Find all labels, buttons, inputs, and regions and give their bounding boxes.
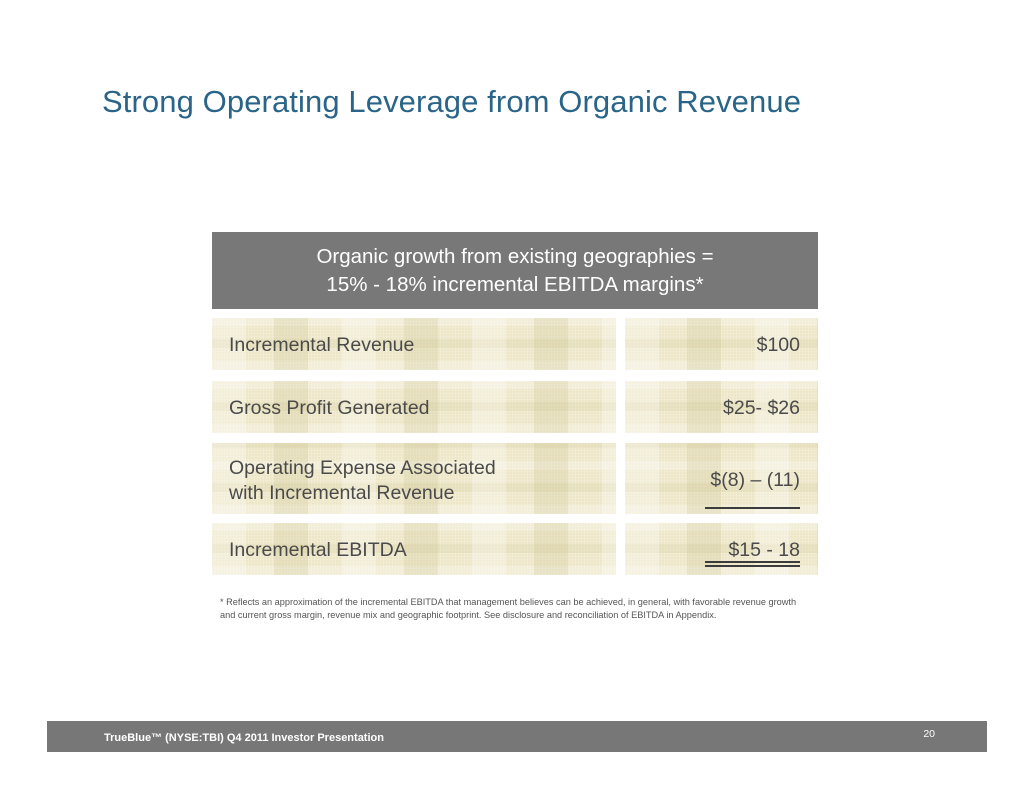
row-label-line-1: Operating Expense Associated xyxy=(229,457,496,479)
summary-header-line-1: Organic growth from existing geographies… xyxy=(316,244,714,268)
row-value: $(8) – (11) xyxy=(710,469,800,491)
slide-title: Strong Operating Leverage from Organic R… xyxy=(102,84,802,119)
page-number: 20 xyxy=(923,728,935,740)
row-label-line-2: with Incremental Revenue xyxy=(229,482,455,504)
footer-bar: TrueBlue™ (NYSE:TBI) Q4 2011 Investor Pr… xyxy=(47,721,987,752)
row-value-cell-gross-profit: $25- $26 xyxy=(625,381,818,433)
row-value-cell-incremental-ebitda: $15 - 18 xyxy=(625,523,818,575)
footnote-line-1: * Reflects an approximation of the incre… xyxy=(220,597,797,607)
summary-header-line-2: 15% - 18% incremental EBITDA margins* xyxy=(326,272,704,296)
row-value: $15 - 18 xyxy=(728,539,800,561)
row-label: Incremental EBITDA xyxy=(229,539,407,561)
row-value-cell-incremental-revenue: $100 xyxy=(625,318,818,370)
row-label-cell-incremental-revenue: Incremental Revenue xyxy=(212,318,616,370)
row-label: Incremental Revenue xyxy=(229,334,415,356)
subtotal-underline xyxy=(705,507,800,509)
footnote-line-2: and current gross margin, revenue mix an… xyxy=(220,609,717,620)
row-label: Gross Profit Generated xyxy=(229,397,430,419)
row-value: $25- $26 xyxy=(723,397,800,419)
row-value: $100 xyxy=(756,334,800,356)
total-double-underline-top xyxy=(705,561,800,563)
summary-header-box: Organic growth from existing geographies… xyxy=(212,232,818,309)
total-double-underline-bottom xyxy=(705,565,800,567)
footnote: * Reflects an approximation of the incre… xyxy=(220,596,830,621)
row-label-cell-gross-profit: Gross Profit Generated xyxy=(212,381,616,433)
row-label-cell-incremental-ebitda: Incremental EBITDA xyxy=(212,523,616,575)
footer-text: TrueBlue™ (NYSE:TBI) Q4 2011 Investor Pr… xyxy=(104,732,384,744)
row-label-cell-operating-expense: Operating Expense Associated with Increm… xyxy=(212,443,616,514)
row-value-cell-operating-expense: $(8) – (11) xyxy=(625,443,818,514)
